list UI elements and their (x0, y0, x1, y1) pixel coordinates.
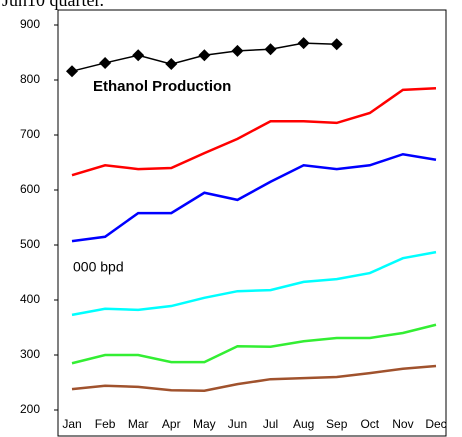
x-tick-label: Dec (425, 417, 446, 431)
series-line (71, 152, 437, 243)
x-tick-label: Jun (228, 417, 247, 431)
x-tick-label: Sep (326, 417, 348, 431)
marker (297, 37, 310, 50)
x-tick-label: Apr (162, 417, 181, 431)
marker (132, 49, 145, 62)
marker (66, 65, 78, 78)
marker (198, 49, 211, 62)
x-tick-label: May (193, 417, 216, 431)
x-tick-label: Jan (62, 417, 81, 431)
marker (330, 38, 343, 51)
annotation: 000 bpd (73, 259, 124, 275)
x-tick-label: Nov (392, 417, 413, 431)
plot-frame (57, 9, 447, 437)
y-tick-label: 500 (20, 237, 40, 251)
chart-title: Ethanol Production (93, 78, 231, 95)
y-tick-label: 200 (20, 402, 40, 416)
series-line (71, 87, 437, 177)
marker (165, 58, 178, 71)
y-tick-label: 700 (20, 127, 40, 141)
marker (264, 43, 277, 56)
x-tick-label: Mar (128, 417, 149, 431)
y-tick-label: 600 (20, 182, 40, 196)
marker (99, 56, 112, 69)
x-tick-label: Aug (293, 417, 314, 431)
y-tick-label: 800 (20, 72, 40, 86)
x-tick-label: Feb (95, 417, 116, 431)
y-tick-label: 900 (20, 17, 40, 31)
series-line (71, 364, 437, 393)
series-line (71, 250, 437, 317)
x-tick-label: Jul (263, 417, 278, 431)
series-line (71, 323, 437, 365)
y-tick-label: 300 (20, 347, 40, 361)
y-tick-label: 400 (20, 292, 40, 306)
x-tick-label: Oct (360, 417, 379, 431)
caption: Jun10 quarter. (2, 0, 104, 10)
marker (231, 44, 244, 57)
